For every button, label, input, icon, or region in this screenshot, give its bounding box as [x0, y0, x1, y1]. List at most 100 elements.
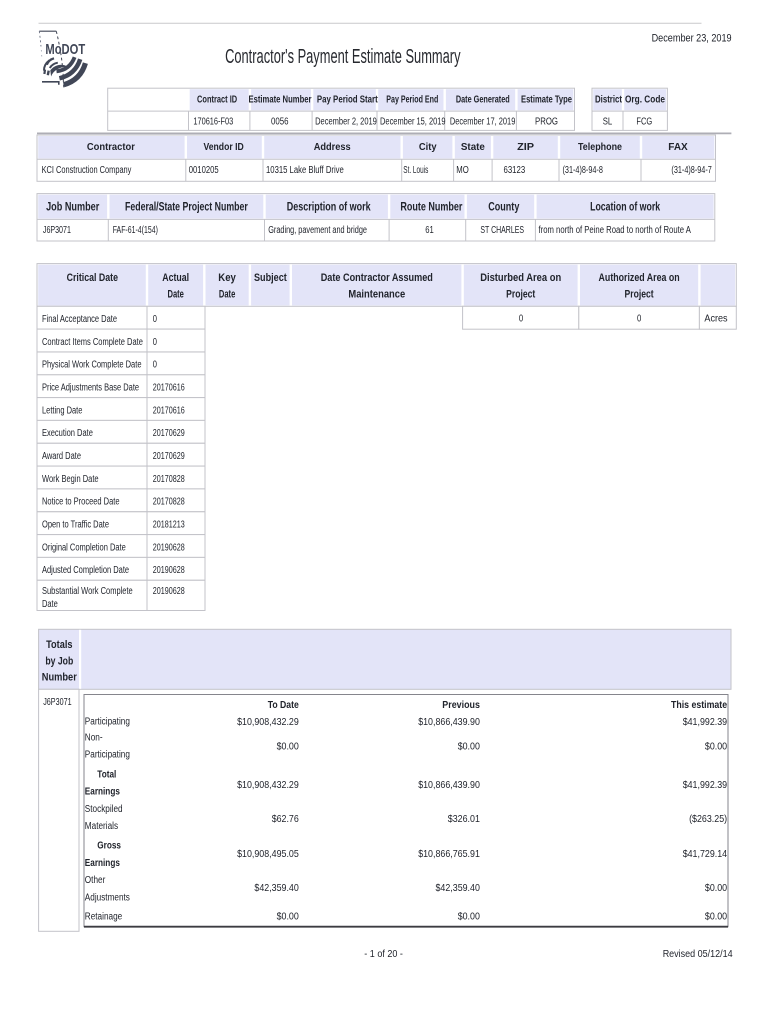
svg-text:20170629: 20170629 — [153, 428, 185, 439]
svg-text:Date: Date — [42, 599, 58, 610]
svg-text:Date: Date — [168, 288, 184, 300]
svg-text:$42,359.40: $42,359.40 — [436, 882, 481, 894]
svg-text:- 1 of 20 -: - 1 of 20 - — [364, 949, 403, 960]
svg-text:10315 Lake Bluff Drive: 10315 Lake Bluff Drive — [266, 165, 344, 176]
svg-text:20190628: 20190628 — [153, 565, 185, 576]
svg-text:Address: Address — [314, 142, 351, 153]
svg-text:Date Generated: Date Generated — [456, 95, 510, 106]
svg-text:$42,359.40: $42,359.40 — [254, 882, 299, 894]
svg-text:Grading, pavement and bridge: Grading, pavement and bridge — [268, 225, 367, 236]
svg-text:Execution Date: Execution Date — [42, 428, 93, 439]
svg-text:$10,866,439.90: $10,866,439.90 — [418, 716, 480, 728]
svg-text:FAX: FAX — [668, 142, 688, 153]
svg-text:Participating: Participating — [85, 750, 130, 761]
svg-text:December 17, 2019: December 17, 2019 — [450, 116, 516, 127]
svg-text:J6P3071: J6P3071 — [43, 697, 72, 708]
svg-text:Contract Items Complete Date: Contract Items Complete Date — [42, 337, 143, 348]
svg-text:0: 0 — [153, 314, 158, 325]
svg-text:PROG: PROG — [535, 116, 558, 127]
svg-text:$41,729.14: $41,729.14 — [683, 848, 728, 860]
svg-text:20170828: 20170828 — [153, 497, 185, 508]
svg-text:20190628: 20190628 — [153, 586, 185, 597]
svg-text:Date: Date — [219, 288, 235, 300]
svg-text:$10,866,765.91: $10,866,765.91 — [418, 848, 480, 860]
svg-text:from north of Peine Road to no: from north of Peine Road to north of Rou… — [539, 225, 692, 236]
svg-text:Number: Number — [42, 672, 78, 684]
svg-text:Location of work: Location of work — [590, 200, 660, 214]
svg-text:$10,908,432.29: $10,908,432.29 — [237, 779, 299, 791]
svg-text:ST CHARLES: ST CHARLES — [480, 225, 524, 236]
svg-text:Materials: Materials — [85, 821, 118, 832]
svg-text:Telephone: Telephone — [578, 142, 622, 153]
svg-text:Contract ID: Contract ID — [197, 95, 237, 106]
svg-text:20170828: 20170828 — [153, 474, 185, 485]
svg-text:Disturbed Area on: Disturbed Area on — [480, 272, 561, 284]
svg-text:$326.01: $326.01 — [448, 813, 480, 825]
svg-text:Open to Traffic Date: Open to Traffic Date — [42, 520, 109, 531]
svg-text:SL: SL — [603, 116, 613, 127]
svg-text:State: State — [461, 142, 485, 153]
svg-text:County: County — [488, 200, 519, 214]
svg-text:(31-4)8-94-8: (31-4)8-94-8 — [563, 165, 604, 176]
svg-text:December 23, 2019: December 23, 2019 — [652, 32, 732, 44]
svg-text:Pay Period Start: Pay Period Start — [317, 95, 378, 106]
svg-text:Route Number: Route Number — [400, 200, 462, 214]
svg-text:Authorized Area on: Authorized Area on — [599, 272, 680, 284]
svg-text:Earnings: Earnings — [85, 858, 120, 869]
svg-text:MoDOT: MoDOT — [45, 42, 85, 58]
svg-text:St. Louis: St. Louis — [403, 165, 428, 176]
svg-text:Revised 05/12/14: Revised 05/12/14 — [663, 949, 733, 960]
svg-text:Contractor: Contractor — [87, 142, 135, 153]
svg-text:December 2, 2019: December 2, 2019 — [315, 116, 377, 127]
svg-text:Work Begin Date: Work Begin Date — [42, 474, 99, 485]
svg-text:Estimate Number: Estimate Number — [249, 95, 312, 106]
svg-text:Subject: Subject — [254, 272, 287, 284]
svg-text:Earnings: Earnings — [85, 787, 120, 798]
svg-text:Stockpiled: Stockpiled — [85, 804, 123, 815]
svg-text:Participating: Participating — [85, 717, 130, 728]
svg-text:($263.25): ($263.25) — [689, 813, 727, 825]
svg-text:FAF-61-4(154): FAF-61-4(154) — [113, 225, 158, 236]
svg-text:20170616: 20170616 — [153, 383, 185, 394]
svg-text:Total: Total — [97, 769, 116, 780]
svg-text:(31-4)8-94-7: (31-4)8-94-7 — [671, 165, 712, 176]
svg-text:0056: 0056 — [271, 116, 289, 127]
svg-text:This estimate: This estimate — [671, 699, 727, 711]
svg-text:$10,908,432.29: $10,908,432.29 — [237, 716, 299, 728]
svg-text:MO: MO — [456, 165, 469, 176]
svg-text:$0.00: $0.00 — [277, 911, 299, 923]
svg-text:Non-: Non- — [85, 733, 103, 744]
svg-text:Final Acceptance Date: Final Acceptance Date — [42, 314, 117, 325]
svg-text:Key: Key — [218, 272, 236, 284]
svg-text:December 15, 2019: December 15, 2019 — [380, 116, 446, 127]
svg-text:170616-F03: 170616-F03 — [193, 116, 233, 127]
svg-text:Contractor's Payment Estimate: Contractor's Payment Estimate Summary — [225, 46, 460, 68]
svg-text:$41,992.39: $41,992.39 — [683, 716, 728, 728]
svg-text:20190628: 20190628 — [153, 542, 185, 553]
svg-text:20170629: 20170629 — [153, 451, 185, 462]
svg-text:$0.00: $0.00 — [277, 741, 299, 753]
svg-text:Adjustments: Adjustments — [85, 892, 130, 903]
svg-text:Job Number: Job Number — [46, 200, 100, 214]
svg-text:$0.00: $0.00 — [705, 741, 727, 753]
svg-text:Substantial Work Complete: Substantial Work Complete — [42, 586, 133, 597]
svg-text:20170616: 20170616 — [153, 405, 185, 416]
svg-text:$0.00: $0.00 — [705, 911, 727, 923]
svg-text:0010205: 0010205 — [189, 165, 219, 176]
svg-text:To Date: To Date — [268, 699, 299, 711]
svg-text:District: District — [595, 95, 623, 106]
svg-text:$0.00: $0.00 — [458, 741, 480, 753]
svg-text:Original Completion Date: Original Completion Date — [42, 542, 126, 553]
svg-text:Totals: Totals — [46, 639, 72, 651]
svg-text:Notice to Proceed Date: Notice to Proceed Date — [42, 497, 120, 508]
svg-text:Estimate Type: Estimate Type — [521, 95, 572, 106]
svg-text:$0.00: $0.00 — [458, 911, 480, 923]
svg-text:Physical Work Complete Date: Physical Work Complete Date — [42, 360, 142, 371]
svg-text:0: 0 — [637, 313, 642, 324]
svg-text:Gross: Gross — [97, 841, 121, 852]
svg-text:20181213: 20181213 — [153, 520, 185, 531]
svg-text:Previous: Previous — [442, 699, 480, 711]
svg-text:$0.00: $0.00 — [705, 882, 727, 894]
svg-text:City: City — [419, 142, 437, 153]
svg-text:0: 0 — [153, 337, 158, 348]
